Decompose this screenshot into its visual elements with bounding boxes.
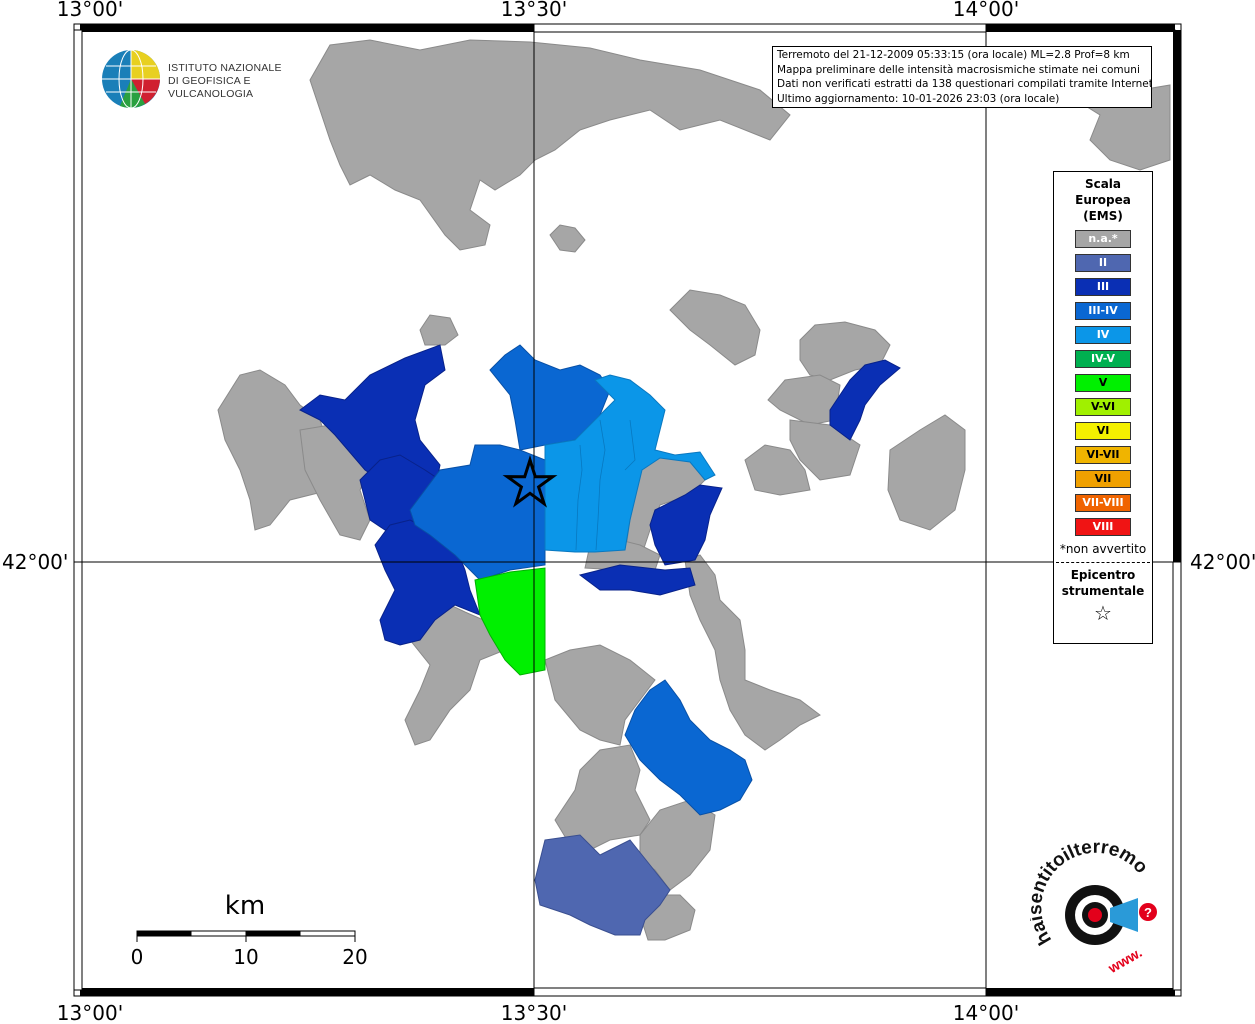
municipality-na xyxy=(404,599,506,746)
municipality-intensity-iii xyxy=(829,359,901,441)
municipality-borders-iv xyxy=(575,419,636,551)
municipality-na xyxy=(669,289,761,366)
municipality-intensity-ii xyxy=(534,834,671,936)
legend-item: IV xyxy=(1075,326,1131,344)
municipality-na xyxy=(309,39,791,251)
municipality-intensity-iii xyxy=(578,564,696,596)
epicenter-star-icon xyxy=(502,455,558,508)
legend-item: VI-VII xyxy=(1075,446,1131,464)
municipality-na xyxy=(767,374,841,426)
municipality-intensity-iii xyxy=(299,344,446,496)
municipality-intensity-v xyxy=(474,567,546,676)
ingv-logo: ISTITUTO NAZIONALE DI GEOFISICA E VULCAN… xyxy=(100,48,320,110)
legend-epicenter-line1: Epicentro xyxy=(1070,568,1136,582)
legend-title-line3: (EMS) xyxy=(1083,209,1123,223)
info-line-description: Mappa preliminare delle intensità macros… xyxy=(777,63,1140,76)
legend-item: V-VI xyxy=(1075,398,1131,416)
municipality-na xyxy=(419,314,459,346)
megaphone-icon xyxy=(1110,898,1138,932)
legend-star-icon: ☆ xyxy=(1094,601,1112,625)
bottom-tick-label: 14°00' xyxy=(953,1001,1019,1024)
info-line-event: Terremoto del 21-12-2009 05:33:15 (ora l… xyxy=(777,49,1130,61)
legend-title-line1: Scala xyxy=(1084,177,1122,191)
scale-tick-label: 10 xyxy=(233,945,258,969)
earthquake-info-box: Terremoto del 21-12-2009 05:33:15 (ora l… xyxy=(772,46,1152,108)
legend-items: n.a.* II III III-IV IV IV-V V V-VI VI VI-VII VII VI… xyxy=(1054,230,1152,536)
municipality-intensity-iv xyxy=(544,374,716,553)
legend-epicenter-line2: strumentale xyxy=(1061,584,1145,598)
legend-item: V xyxy=(1075,374,1131,392)
legend-item: n.a.* xyxy=(1075,230,1131,248)
info-line-updated: Ultimo aggiornamento: 10-01-2026 23:03 (… xyxy=(777,92,1060,105)
legend-note: *non avvertito xyxy=(1059,542,1147,556)
institution-name-line2: DI GEOFISICA E VULCANOLOGIA xyxy=(168,75,254,100)
legend-item: III-IV xyxy=(1075,302,1131,320)
legend-item: VI xyxy=(1075,422,1131,440)
scale-bar: km 0 10 20 xyxy=(131,891,368,969)
municipality-intensity-iii xyxy=(649,484,723,566)
info-line-source: Dati non verificati estratti da 138 ques… xyxy=(777,78,1152,91)
municipality-na xyxy=(544,644,656,746)
right-tick-label: 42°00' xyxy=(1190,550,1255,574)
legend-item: VII-VIII xyxy=(1075,494,1131,512)
legend-item: IV-V xyxy=(1075,350,1131,368)
top-tick-label: 14°00' xyxy=(953,0,1019,21)
frame-border xyxy=(73,23,1182,997)
left-tick-label: 42°00' xyxy=(2,550,68,574)
globe-icon xyxy=(102,49,160,109)
legend-item: III xyxy=(1075,278,1131,296)
top-tick-label: 13°30' xyxy=(501,0,567,21)
legend-item: VIII xyxy=(1075,518,1131,536)
scale-unit: km xyxy=(225,891,265,921)
question-icon: ? xyxy=(1144,905,1152,920)
bottom-tick-label: 13°30' xyxy=(501,1001,567,1024)
scale-tick-label: 20 xyxy=(342,945,367,969)
municipalities-intensity-iv xyxy=(544,374,716,553)
bottom-tick-label: 13°00' xyxy=(57,1001,123,1024)
municipality-na xyxy=(684,554,821,751)
legend-item: VII xyxy=(1075,470,1131,488)
graticule xyxy=(80,30,1175,990)
top-tick-label: 13°00' xyxy=(57,0,123,21)
logo-www: www. xyxy=(1105,944,1145,976)
ems-legend: Scala Europea (EMS) n.a.* II III III-IV IV IV… xyxy=(1053,171,1153,644)
legend-title-line2: Europea xyxy=(1075,193,1131,207)
haisentito-logo: haisentitoilterremoto.it ? www. xyxy=(1030,840,1157,976)
institution-name-line1: ISTITUTO NAZIONALE xyxy=(168,62,282,74)
municipality-na xyxy=(549,224,586,253)
target-icon xyxy=(1088,908,1102,922)
scale-tick-label: 0 xyxy=(131,945,144,969)
legend-item: II xyxy=(1075,254,1131,272)
municipality-intensity-iii-iv xyxy=(624,679,753,816)
municipality-na xyxy=(744,444,811,496)
municipality-na xyxy=(887,414,966,531)
legend-divider xyxy=(1056,562,1150,563)
